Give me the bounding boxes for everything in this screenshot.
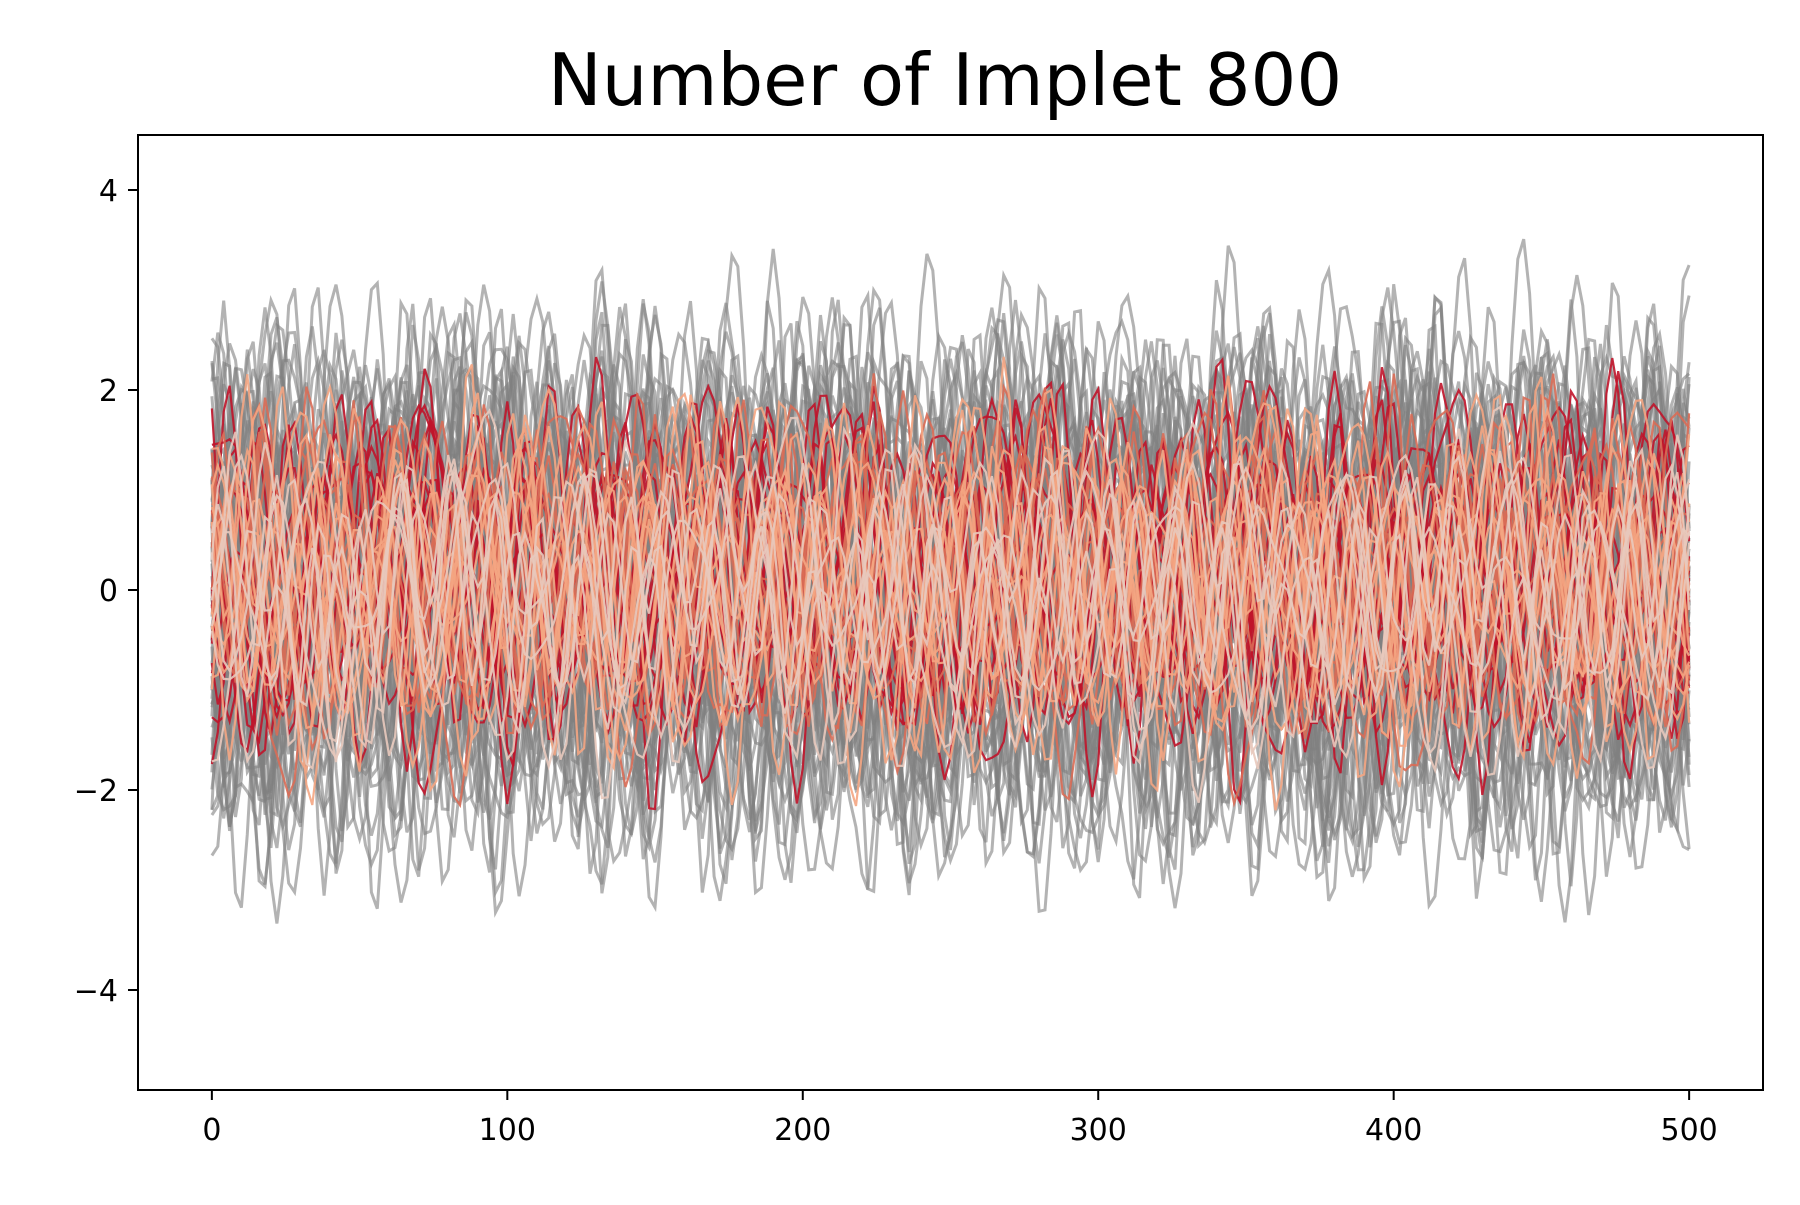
- series-line-implet-92: [210, 480, 1691, 724]
- x-tick-label: 200: [774, 1113, 831, 1148]
- x-tick-label: 400: [1365, 1113, 1422, 1148]
- y-tick-label: −4: [74, 974, 118, 1009]
- axis-layer: 0 100 200 300 400 500 −4 −2 0 2 4: [74, 174, 1718, 1148]
- chart-title: Number of Implet 800: [547, 38, 1343, 122]
- y-tick-label: 4: [99, 174, 118, 209]
- y-tick-label: −2: [74, 774, 118, 809]
- plot-frame: [137, 134, 1764, 1091]
- y-tick-label: 0: [99, 574, 118, 609]
- y-tick-label: 2: [99, 374, 118, 409]
- x-tick-label: 500: [1661, 1113, 1718, 1148]
- series-line-implet-102: [210, 447, 1691, 714]
- x-tick-label: 300: [1070, 1113, 1127, 1148]
- series-line-implet-103: [210, 425, 1691, 714]
- series-layer: [210, 238, 1691, 924]
- x-tick-label: 100: [479, 1113, 536, 1148]
- x-tick-label: 0: [202, 1113, 221, 1148]
- series-line-implet-98: [210, 405, 1691, 770]
- series-line-implet-93: [210, 391, 1690, 735]
